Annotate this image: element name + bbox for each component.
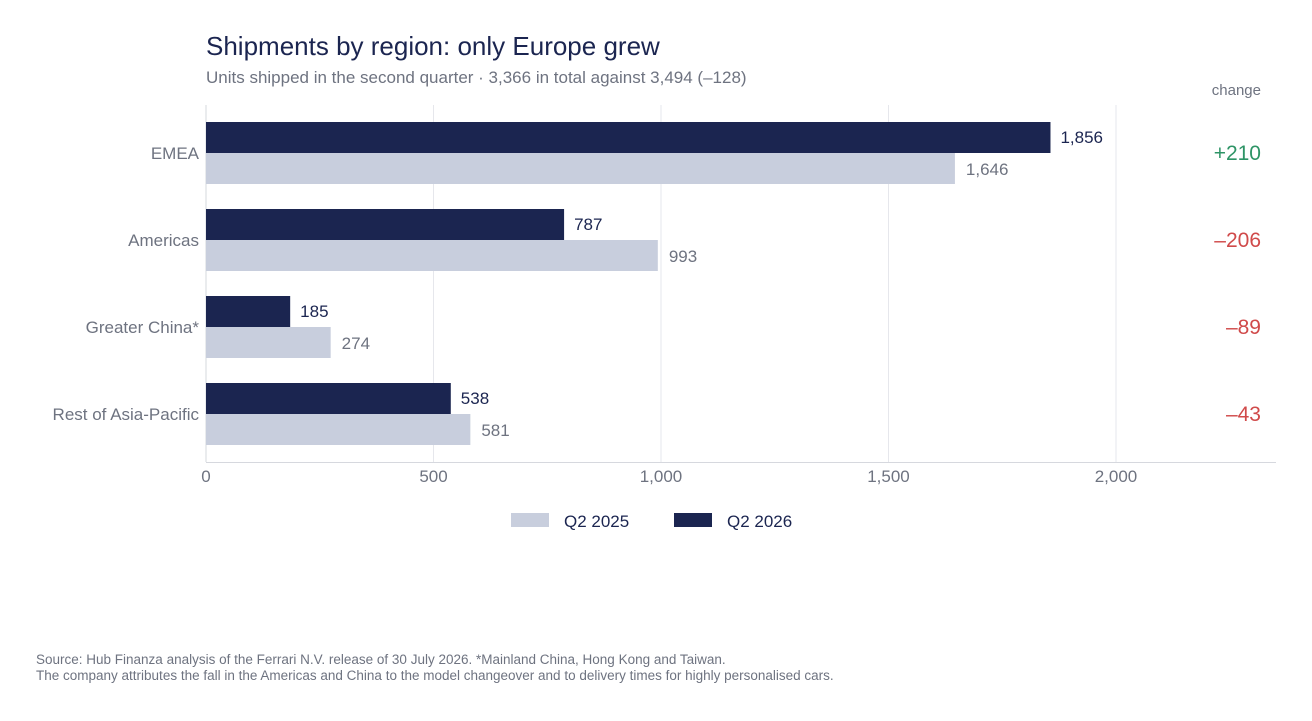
data-label-q2-2026: 787 <box>574 215 602 234</box>
data-label-q2-2026: 538 <box>461 389 489 408</box>
legend-item: Q2 2026 <box>674 512 792 531</box>
footnote-note: The company attributes the fall in the A… <box>36 668 834 683</box>
footnote-source: Source: Hub Finanza analysis of the Ferr… <box>36 652 726 667</box>
legend-item: Q2 2025 <box>511 512 629 531</box>
bar-q2-2025 <box>206 327 331 358</box>
category-row: EMEA 1,856 1,646 +210 <box>151 122 1261 184</box>
legend-label: Q2 2025 <box>564 512 629 531</box>
x-tick-label: 0 <box>201 467 210 486</box>
legend-label: Q2 2026 <box>727 512 792 531</box>
data-label-q2-2026: 185 <box>300 302 328 321</box>
category-label: EMEA <box>151 144 200 163</box>
data-label-q2-2026: 1,856 <box>1060 128 1103 147</box>
category-row: Americas 787 993 –206 <box>128 209 1261 271</box>
legend: Q2 2025 Q2 2026 <box>511 512 792 531</box>
change-value: +210 <box>1214 142 1261 165</box>
bars-group: EMEA 1,856 1,646 +210 Americas 787 993 –206 Grea… <box>53 122 1261 445</box>
category-row: Rest of Asia-Pacific 538 581 –43 <box>53 383 1261 445</box>
change-column-header: change <box>1212 82 1261 99</box>
legend-swatch <box>511 513 549 527</box>
bar-q2-2025 <box>206 240 658 271</box>
x-tick-label: 500 <box>419 467 447 486</box>
chart-title: Shipments by region: only Europe grew <box>206 31 660 61</box>
data-label-q2-2025: 993 <box>669 247 697 266</box>
bar-q2-2026 <box>206 296 291 327</box>
data-label-q2-2025: 274 <box>342 334 370 353</box>
category-label: Americas <box>128 231 199 250</box>
category-label: Rest of Asia-Pacific <box>53 405 200 424</box>
category-row: Greater China* 185 274 –89 <box>86 296 1261 358</box>
bar-q2-2025 <box>206 414 471 445</box>
category-label: Greater China* <box>86 318 200 337</box>
change-value: –43 <box>1226 403 1261 426</box>
chart-subtitle: Units shipped in the second quarter · 3,… <box>206 68 747 87</box>
change-value: –206 <box>1214 229 1261 252</box>
bar-q2-2026 <box>206 383 451 414</box>
data-label-q2-2025: 1,646 <box>966 160 1009 179</box>
x-tick-label: 1,000 <box>640 467 683 486</box>
x-tick-label: 2,000 <box>1095 467 1138 486</box>
change-value: –89 <box>1226 316 1261 339</box>
x-tick-label: 1,500 <box>867 467 910 486</box>
x-axis: 0 500 1,000 1,500 2,000 <box>201 462 1276 486</box>
bar-q2-2025 <box>206 153 955 184</box>
legend-swatch <box>674 513 712 527</box>
footnote: Source: Hub Finanza analysis of the Ferr… <box>36 652 1276 684</box>
bar-q2-2026 <box>206 122 1051 153</box>
data-label-q2-2025: 581 <box>481 421 509 440</box>
bar-q2-2026 <box>206 209 565 240</box>
